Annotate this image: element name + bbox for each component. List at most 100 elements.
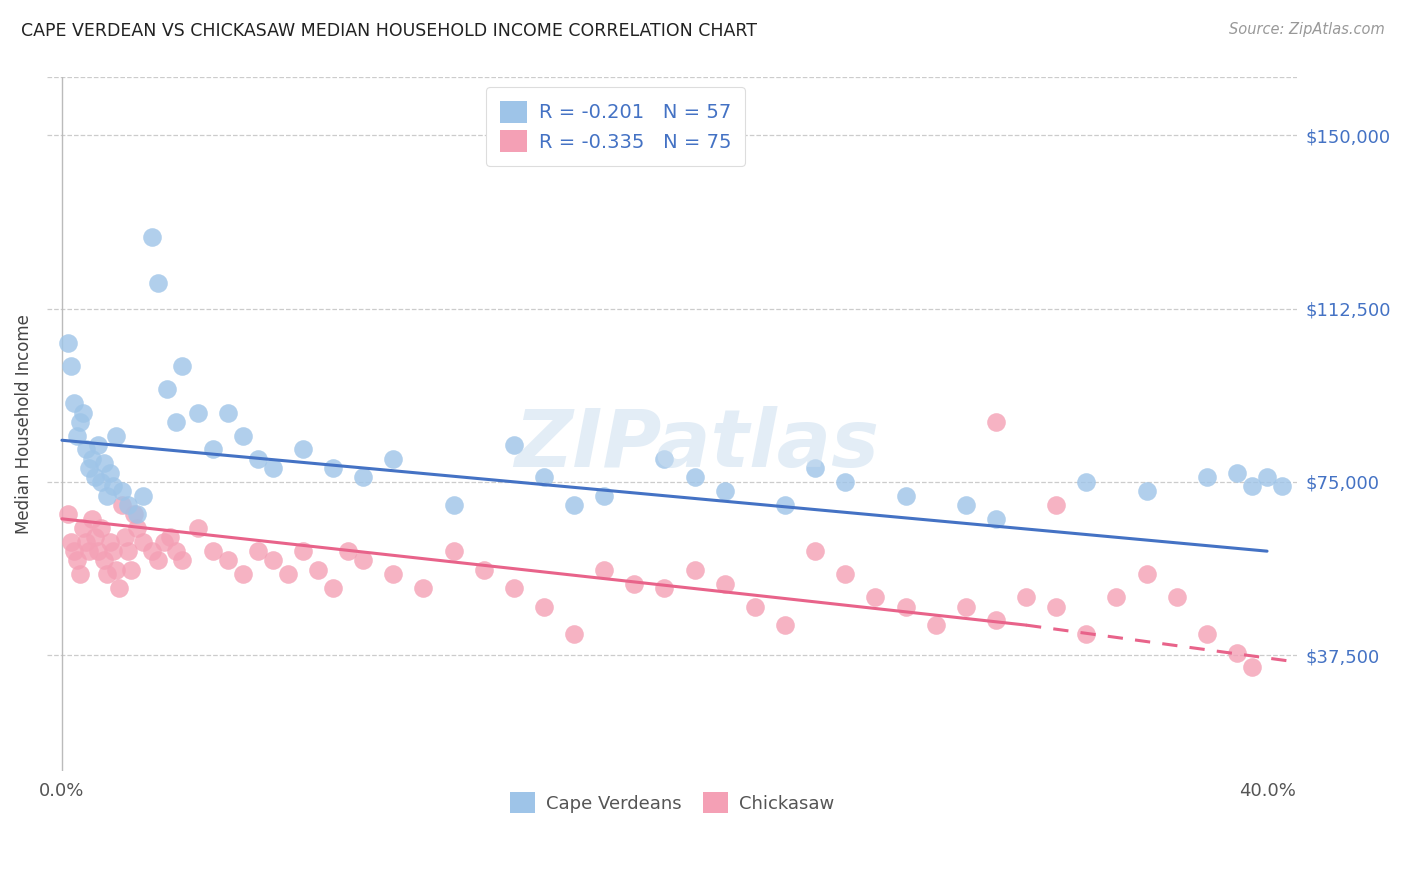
Point	[623, 576, 645, 591]
Point	[834, 567, 856, 582]
Point	[56, 507, 79, 521]
Point	[443, 498, 465, 512]
Point	[654, 451, 676, 466]
Point	[80, 512, 103, 526]
Point	[114, 530, 136, 544]
Point	[894, 489, 917, 503]
Point	[443, 544, 465, 558]
Point	[352, 553, 374, 567]
Point	[101, 544, 124, 558]
Text: ZIPatlas: ZIPatlas	[515, 406, 880, 483]
Point	[1135, 567, 1157, 582]
Point	[533, 470, 555, 484]
Point	[75, 535, 97, 549]
Point	[77, 544, 100, 558]
Point	[262, 461, 284, 475]
Point	[165, 415, 187, 429]
Point	[75, 442, 97, 457]
Point	[713, 576, 735, 591]
Point	[1166, 591, 1188, 605]
Point	[1226, 466, 1249, 480]
Point	[132, 535, 155, 549]
Point	[201, 544, 224, 558]
Point	[232, 428, 254, 442]
Point	[77, 461, 100, 475]
Point	[141, 230, 163, 244]
Point	[683, 563, 706, 577]
Point	[80, 451, 103, 466]
Point	[955, 498, 977, 512]
Point	[955, 599, 977, 614]
Point	[1195, 470, 1218, 484]
Point	[1195, 627, 1218, 641]
Point	[654, 581, 676, 595]
Point	[84, 530, 107, 544]
Point	[322, 461, 344, 475]
Point	[127, 521, 149, 535]
Point	[322, 581, 344, 595]
Point	[593, 563, 616, 577]
Point	[1240, 479, 1263, 493]
Point	[1076, 475, 1098, 489]
Point	[201, 442, 224, 457]
Point	[382, 567, 405, 582]
Point	[865, 591, 887, 605]
Point	[593, 489, 616, 503]
Point	[101, 479, 124, 493]
Point	[59, 359, 82, 374]
Point	[72, 405, 94, 419]
Point	[66, 553, 89, 567]
Point	[1135, 484, 1157, 499]
Point	[246, 451, 269, 466]
Point	[307, 563, 329, 577]
Point	[217, 405, 239, 419]
Point	[69, 415, 91, 429]
Point	[1256, 470, 1278, 484]
Legend: Cape Verdeans, Chickasaw: Cape Verdeans, Chickasaw	[499, 781, 845, 824]
Point	[159, 530, 181, 544]
Point	[894, 599, 917, 614]
Point	[382, 451, 405, 466]
Point	[93, 553, 115, 567]
Point	[122, 507, 145, 521]
Point	[66, 428, 89, 442]
Point	[277, 567, 299, 582]
Point	[56, 336, 79, 351]
Point	[186, 521, 208, 535]
Point	[93, 456, 115, 470]
Point	[90, 521, 112, 535]
Point	[502, 581, 524, 595]
Point	[984, 614, 1007, 628]
Point	[1271, 479, 1294, 493]
Point	[773, 618, 796, 632]
Point	[984, 415, 1007, 429]
Point	[1045, 498, 1067, 512]
Y-axis label: Median Household Income: Median Household Income	[15, 314, 32, 534]
Point	[337, 544, 360, 558]
Point	[186, 405, 208, 419]
Point	[141, 544, 163, 558]
Point	[744, 599, 766, 614]
Point	[291, 544, 314, 558]
Point	[148, 276, 170, 290]
Point	[804, 461, 827, 475]
Point	[111, 484, 134, 499]
Point	[96, 567, 118, 582]
Point	[153, 535, 176, 549]
Point	[773, 498, 796, 512]
Point	[98, 535, 121, 549]
Point	[98, 466, 121, 480]
Point	[291, 442, 314, 457]
Point	[924, 618, 946, 632]
Point	[1105, 591, 1128, 605]
Point	[172, 553, 194, 567]
Point	[84, 470, 107, 484]
Point	[63, 544, 86, 558]
Text: Source: ZipAtlas.com: Source: ZipAtlas.com	[1229, 22, 1385, 37]
Text: CAPE VERDEAN VS CHICKASAW MEDIAN HOUSEHOLD INCOME CORRELATION CHART: CAPE VERDEAN VS CHICKASAW MEDIAN HOUSEHO…	[21, 22, 756, 40]
Point	[502, 438, 524, 452]
Point	[834, 475, 856, 489]
Point	[562, 498, 585, 512]
Point	[148, 553, 170, 567]
Point	[111, 498, 134, 512]
